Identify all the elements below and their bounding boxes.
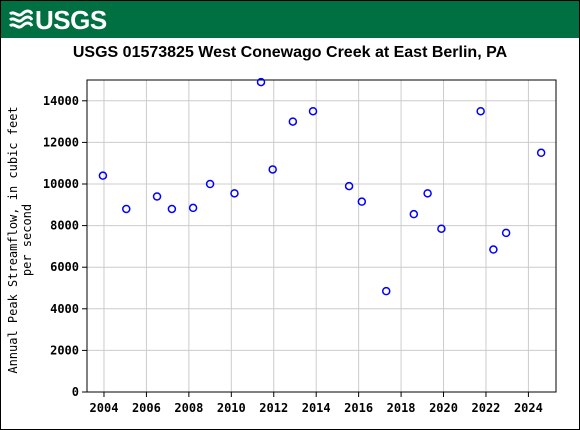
- x-tick-label: 2018: [387, 401, 416, 415]
- y-tick-label: 0: [72, 385, 79, 399]
- y-tick-label: 8000: [50, 219, 79, 233]
- y-tick-label: 14000: [43, 94, 79, 108]
- data-point: [489, 245, 498, 254]
- x-tick-label: 2014: [302, 401, 331, 415]
- grid-lines: [87, 80, 556, 393]
- data-point: [536, 148, 546, 158]
- y-tick-label: 6000: [50, 260, 79, 274]
- x-tick-label: 2012: [259, 401, 288, 415]
- data-point: [205, 179, 215, 189]
- x-tick-label: 2024: [514, 401, 543, 415]
- data-point: [288, 117, 298, 126]
- x-tick-label: 2016: [344, 401, 373, 415]
- data-point: [344, 181, 354, 191]
- data-points: [98, 77, 546, 296]
- usgs-banner: USGS: [1, 1, 579, 38]
- data-point: [357, 197, 367, 206]
- y-tick-label: 12000: [43, 135, 79, 149]
- chart-title: USGS 01573825 West Conewago Creek at Eas…: [72, 44, 508, 61]
- data-point: [230, 189, 239, 198]
- usgs-wave-icon: [9, 8, 33, 32]
- data-point: [423, 189, 432, 198]
- data-point: [98, 171, 108, 180]
- data-point: [437, 224, 446, 233]
- x-tick-label: 2008: [174, 401, 203, 415]
- plot-area: [86, 79, 557, 393]
- data-point: [409, 209, 419, 219]
- usgs-logo-text: USGS: [35, 4, 107, 35]
- data-point: [268, 165, 277, 174]
- x-tick-label: 2006: [132, 401, 161, 415]
- x-tick-label: 2004: [90, 401, 119, 415]
- data-point: [476, 106, 485, 116]
- axis-ticks: 2004 2006 2008 2010 2012 2014 2016 2018 2020 2022…: [43, 94, 543, 415]
- data-point: [188, 203, 198, 213]
- data-point: [152, 192, 162, 201]
- data-point: [381, 286, 391, 296]
- y-tick-label: 10000: [43, 177, 79, 191]
- y-tick-label: 2000: [50, 343, 79, 357]
- y-axis-label-line-2: per second: [20, 204, 34, 276]
- data-point: [308, 106, 318, 116]
- y-axis-label-line-1: Annual Peak Streamflow, in cubic feet: [6, 106, 20, 373]
- x-tick-label: 2022: [472, 401, 501, 415]
- data-point: [501, 228, 511, 238]
- x-tick-label: 2020: [429, 401, 458, 415]
- y-tick-label: 4000: [50, 302, 79, 316]
- data-point: [256, 77, 266, 87]
- data-point: [122, 204, 131, 214]
- data-point: [167, 204, 177, 214]
- x-tick-label: 2010: [217, 401, 246, 415]
